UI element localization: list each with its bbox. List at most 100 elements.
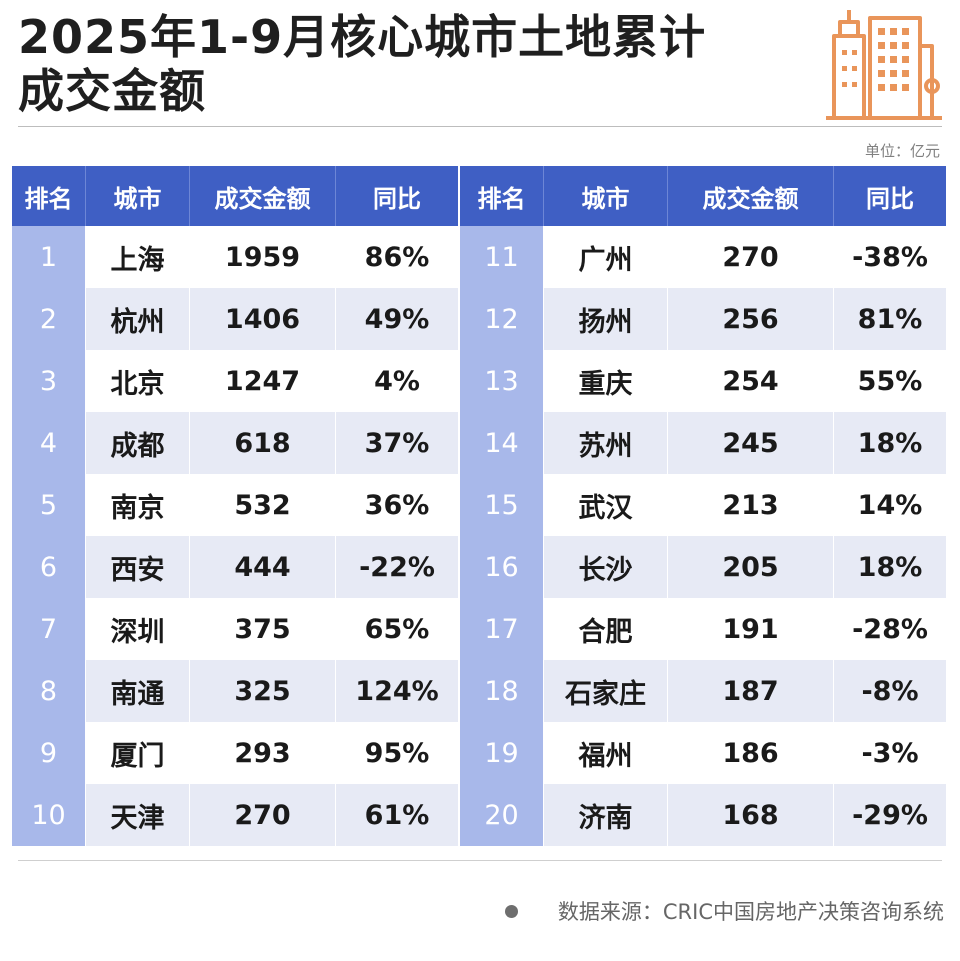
yoy-cell: 55% (834, 350, 946, 412)
header-rank: 排名 (12, 166, 86, 226)
yoy-cell: 37% (336, 412, 458, 474)
ranking-table-right: 排名 城市 成交金额 同比 11 广州 270 -38% 12 扬州 256 81% 13 重庆 2… (460, 166, 946, 846)
yoy-cell: 36% (336, 474, 458, 536)
table-row: 19 福州 186 -3% (460, 722, 946, 784)
title-divider (18, 126, 942, 127)
table-row: 12 扬州 256 81% (460, 288, 946, 350)
header-city: 城市 (86, 166, 190, 226)
rank-cell: 20 (460, 784, 544, 846)
unit-label: 单位：亿元 (864, 142, 940, 160)
table-row: 20 济南 168 -29% (460, 784, 946, 846)
city-cell: 长沙 (544, 536, 668, 598)
yoy-cell: 95% (336, 722, 458, 784)
amount-cell: 205 (668, 536, 834, 598)
table-row: 15 武汉 213 14% (460, 474, 946, 536)
header-amount: 成交金额 (190, 166, 336, 226)
amount-cell: 1406 (190, 288, 336, 350)
city-cell: 广州 (544, 226, 668, 288)
rank-cell: 1 (12, 226, 86, 288)
amount-cell: 1959 (190, 226, 336, 288)
rank-cell: 9 (12, 722, 86, 784)
amount-cell: 168 (668, 784, 834, 846)
rank-cell: 17 (460, 598, 544, 660)
yoy-cell: 61% (336, 784, 458, 846)
yoy-cell: -38% (834, 226, 946, 288)
city-cell: 北京 (86, 350, 190, 412)
rank-cell: 19 (460, 722, 544, 784)
yoy-cell: -22% (336, 536, 458, 598)
page-title-line-1: 2025年1-9月核心城市土地累计 (18, 10, 707, 64)
yoy-cell: -3% (834, 722, 946, 784)
rank-cell: 15 (460, 474, 544, 536)
rank-cell: 16 (460, 536, 544, 598)
rank-cell: 6 (12, 536, 86, 598)
city-cell: 济南 (544, 784, 668, 846)
city-cell: 扬州 (544, 288, 668, 350)
header-city: 城市 (544, 166, 668, 226)
city-buildings-icon (826, 10, 942, 120)
yoy-cell: -8% (834, 660, 946, 722)
yoy-cell: 18% (834, 536, 946, 598)
yoy-cell: 81% (834, 288, 946, 350)
rank-cell: 12 (460, 288, 544, 350)
table-row: 9 厦门 293 95% (12, 722, 458, 784)
yoy-cell: 49% (336, 288, 458, 350)
rank-cell: 10 (12, 784, 86, 846)
table-row: 5 南京 532 36% (12, 474, 458, 536)
rank-cell: 13 (460, 350, 544, 412)
header-yoy: 同比 (834, 166, 946, 226)
rank-cell: 8 (12, 660, 86, 722)
table-row: 4 成都 618 37% (12, 412, 458, 474)
bullet-dot-icon (504, 904, 518, 918)
amount-cell: 444 (190, 536, 336, 598)
yoy-cell: 14% (834, 474, 946, 536)
city-cell: 福州 (544, 722, 668, 784)
rank-cell: 18 (460, 660, 544, 722)
city-cell: 杭州 (86, 288, 190, 350)
table-row: 11 广州 270 -38% (460, 226, 946, 288)
city-cell: 天津 (86, 784, 190, 846)
city-cell: 重庆 (544, 350, 668, 412)
city-cell: 上海 (86, 226, 190, 288)
header-rank: 排名 (460, 166, 544, 226)
rank-cell: 7 (12, 598, 86, 660)
table-row: 8 南通 325 124% (12, 660, 458, 722)
amount-cell: 325 (190, 660, 336, 722)
city-cell: 南京 (86, 474, 190, 536)
rank-cell: 5 (12, 474, 86, 536)
table-row: 7 深圳 375 65% (12, 598, 458, 660)
page-title-line-2: 成交金额 (18, 64, 206, 118)
amount-cell: 191 (668, 598, 834, 660)
table-row: 6 西安 444 -22% (12, 536, 458, 598)
rank-cell: 2 (12, 288, 86, 350)
yoy-cell: -29% (834, 784, 946, 846)
table-row: 1 上海 1959 86% (12, 226, 458, 288)
rank-cell: 3 (12, 350, 86, 412)
amount-cell: 375 (190, 598, 336, 660)
yoy-cell: 4% (336, 350, 458, 412)
amount-cell: 245 (668, 412, 834, 474)
yoy-cell: 86% (336, 226, 458, 288)
table-row: 14 苏州 245 18% (460, 412, 946, 474)
yoy-cell: 124% (336, 660, 458, 722)
amount-cell: 270 (668, 226, 834, 288)
amount-cell: 187 (668, 660, 834, 722)
city-cell: 厦门 (86, 722, 190, 784)
city-cell: 南通 (86, 660, 190, 722)
city-cell: 石家庄 (544, 660, 668, 722)
table-row: 13 重庆 254 55% (460, 350, 946, 412)
table-row: 2 杭州 1406 49% (12, 288, 458, 350)
table-row: 18 石家庄 187 -8% (460, 660, 946, 722)
yoy-cell: 18% (834, 412, 946, 474)
yoy-cell: -28% (834, 598, 946, 660)
table-header-row: 排名 城市 成交金额 同比 (460, 166, 946, 226)
city-cell: 深圳 (86, 598, 190, 660)
table-header-row: 排名 城市 成交金额 同比 (12, 166, 458, 226)
header-yoy: 同比 (336, 166, 458, 226)
amount-cell: 186 (668, 722, 834, 784)
amount-cell: 254 (668, 350, 834, 412)
yoy-cell: 65% (336, 598, 458, 660)
table-row: 16 长沙 205 18% (460, 536, 946, 598)
page-title: 2025年1-9月核心城市土地累计 成交金额 (18, 10, 818, 118)
amount-cell: 270 (190, 784, 336, 846)
